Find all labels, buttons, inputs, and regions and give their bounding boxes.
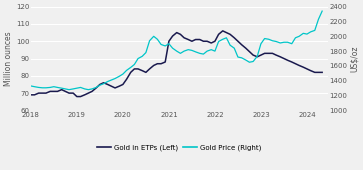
Y-axis label: US$/oz: US$/oz	[350, 45, 359, 72]
Y-axis label: Million ounces: Million ounces	[4, 31, 13, 86]
Legend: Gold in ETPs (Left), Gold Price (Right): Gold in ETPs (Left), Gold Price (Right)	[94, 142, 264, 154]
